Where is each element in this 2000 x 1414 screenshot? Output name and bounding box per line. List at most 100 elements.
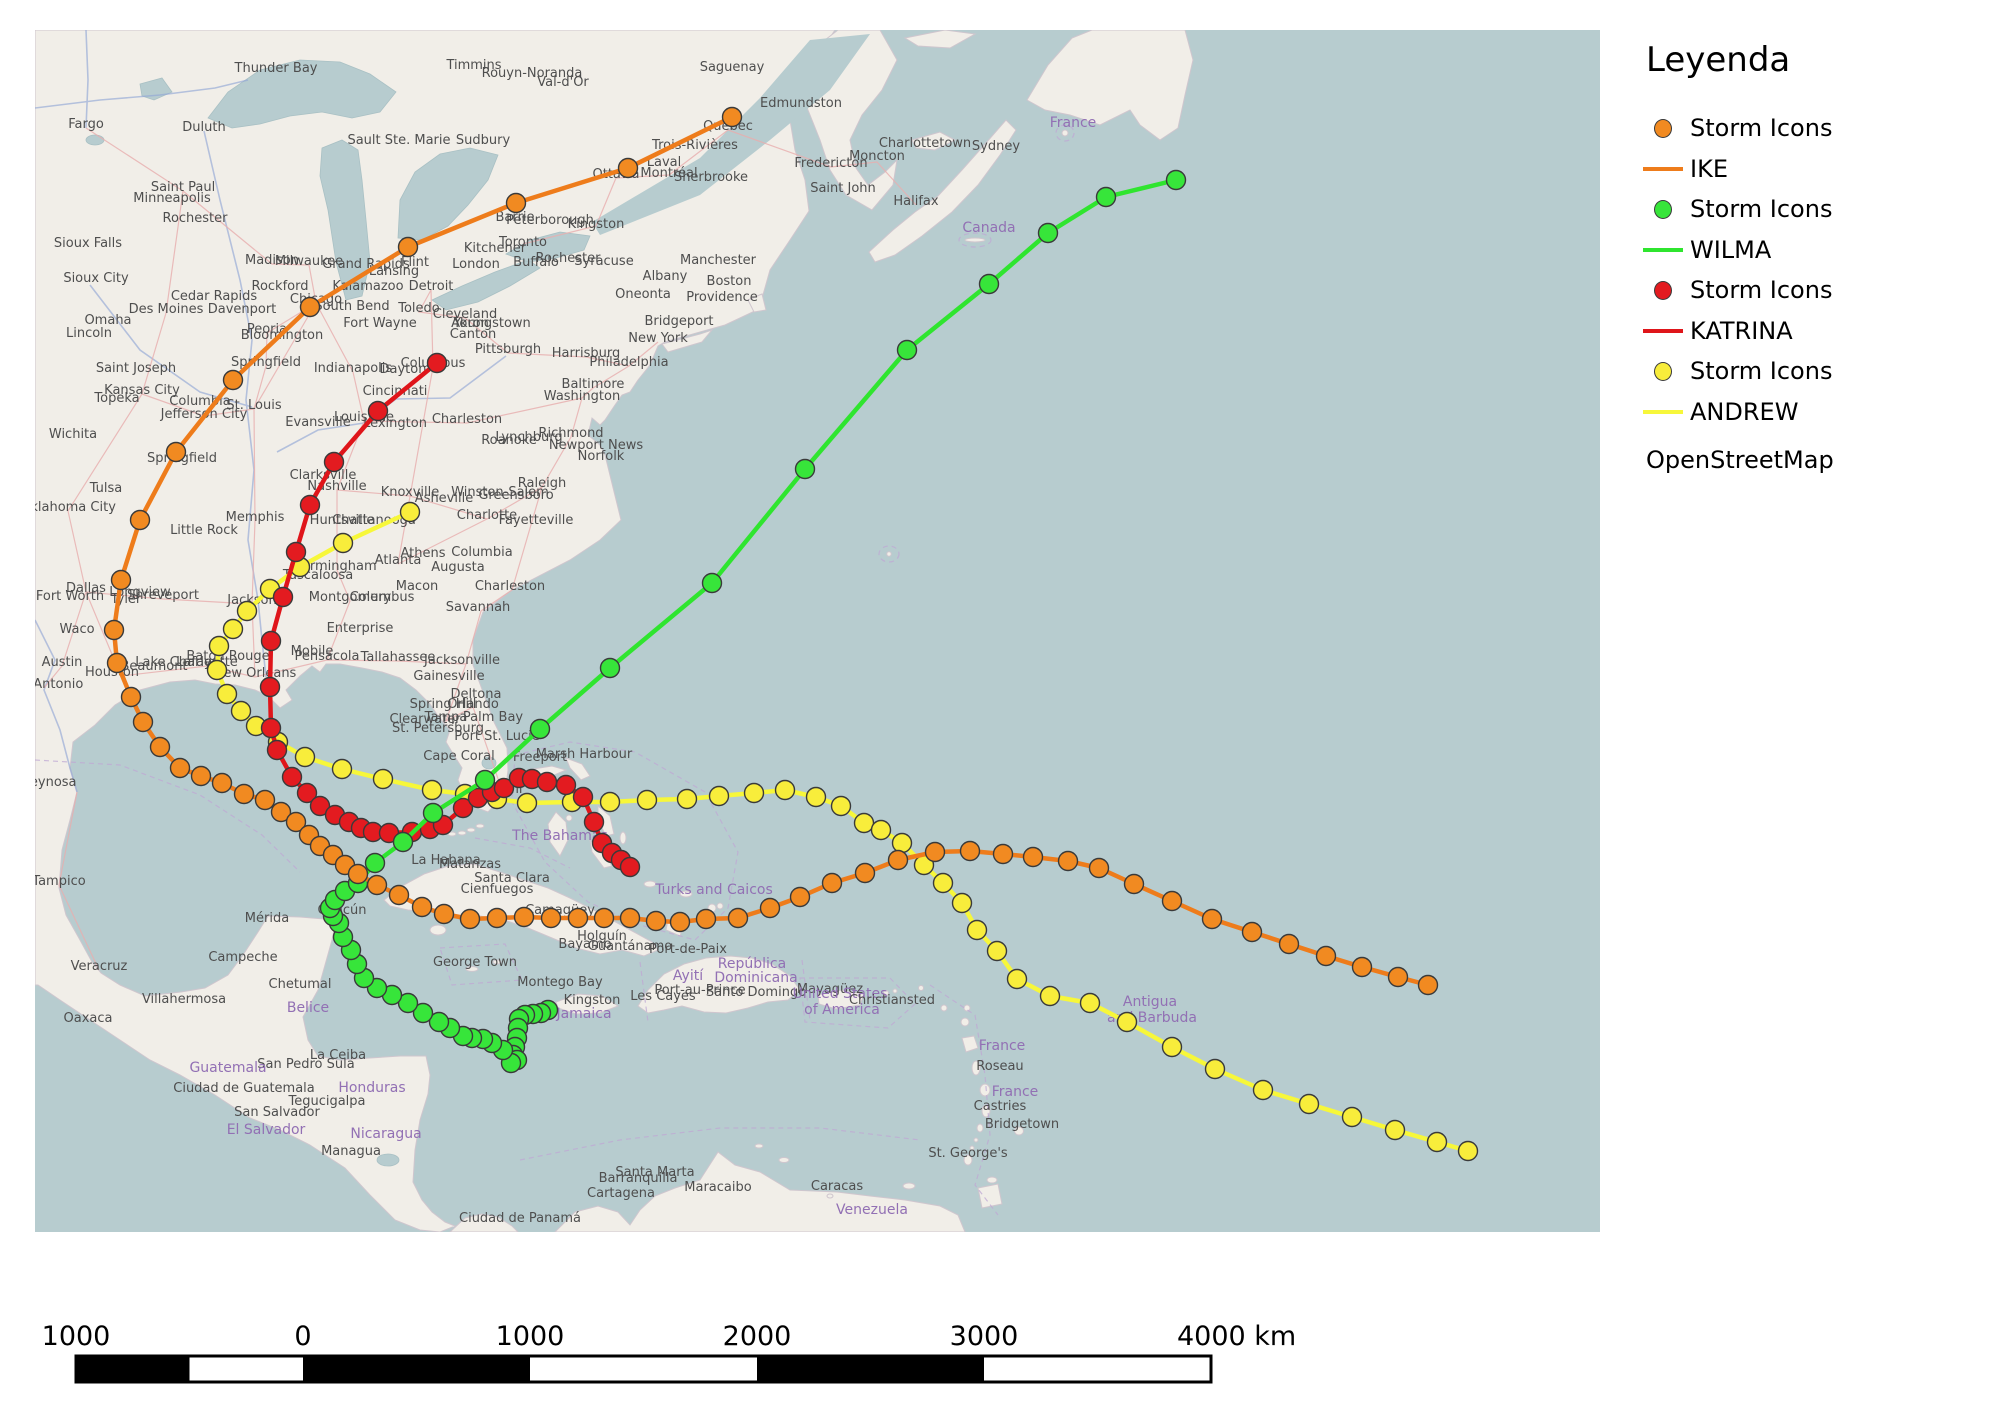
city-label: Saguenay xyxy=(700,60,765,75)
city-label: Madison xyxy=(245,253,299,268)
city-label: Lake Charles xyxy=(135,655,219,670)
country-label: Honduras xyxy=(338,1080,405,1096)
storm-point-andrew xyxy=(1204,1058,1226,1080)
legend-item-label: Storm Icons xyxy=(1690,276,1833,305)
city-label: Cincinnati xyxy=(363,384,428,399)
storm-point-ike xyxy=(366,874,388,896)
city-label: Charleston xyxy=(475,579,545,594)
city-label: Flint xyxy=(401,255,429,270)
city-label: Clearwater xyxy=(389,712,461,727)
city-label: Omaha xyxy=(84,313,131,328)
city-label: Cienfuegos xyxy=(461,882,534,897)
landmass-south-america-2 xyxy=(554,1151,966,1232)
storm-point-ike xyxy=(120,686,142,708)
country-label: Nicaragua xyxy=(350,1126,421,1142)
city-label: St. Petersburg xyxy=(392,721,484,736)
city-label: Des Moines xyxy=(129,302,204,317)
storm-point-ike xyxy=(103,619,125,641)
storm-point-ike xyxy=(854,862,876,884)
scale-bar-tick-label: 2000 xyxy=(723,1321,792,1352)
storm-point-ike xyxy=(727,907,749,929)
storm-point-katrina xyxy=(367,400,389,422)
city-label: Beaumont xyxy=(120,659,187,674)
city-label: Mobile xyxy=(291,644,334,659)
city-label: San Antonio xyxy=(5,677,84,692)
storm-point-ike xyxy=(1123,873,1145,895)
storm-point-andrew xyxy=(216,683,238,705)
city-label: Reynosa xyxy=(21,775,76,790)
storm-point-andrew xyxy=(986,940,1008,962)
city-label: Bridgeport xyxy=(644,314,713,329)
storm-marker-swatch xyxy=(1654,118,1672,138)
storm-point-katrina xyxy=(323,451,345,473)
legend-item-label: WILMA xyxy=(1690,235,1772,264)
storm-point-ike xyxy=(669,911,691,933)
storm-point-wilma xyxy=(364,852,386,874)
storm-point-ike xyxy=(789,886,811,908)
storm-point-andrew xyxy=(1116,1011,1138,1033)
landmass-newfoundland xyxy=(1026,30,1194,141)
city-label: Baltimore xyxy=(562,377,625,392)
city-label: Tallahassee xyxy=(360,650,436,665)
city-label: Houston xyxy=(85,665,139,680)
storm-point-ike xyxy=(347,863,369,885)
city-label: Bridgetown xyxy=(985,1117,1059,1132)
storm-point-wilma xyxy=(599,657,621,679)
storm-point-andrew xyxy=(332,532,354,554)
city-label: Tampa xyxy=(424,710,468,725)
city-label: Marsh Harbour xyxy=(536,747,633,762)
storm-point-ike xyxy=(411,896,433,918)
legend-row-katrina: KATRINA xyxy=(1640,311,1970,352)
city-label: Gainesville xyxy=(413,669,484,684)
storm-point-ike xyxy=(1351,956,1373,978)
storm-point-andrew xyxy=(951,892,973,914)
storm-marker-swatch xyxy=(1654,199,1672,219)
city-label: Montréal xyxy=(640,166,697,181)
storm-point-andrew xyxy=(294,746,316,768)
city-label: Moncton xyxy=(849,149,905,164)
storm-point-ike xyxy=(1022,846,1044,868)
storm-point-katrina xyxy=(536,771,558,793)
country-label: Venezuela xyxy=(836,1202,908,1218)
storm-point-katrina xyxy=(296,782,318,804)
storm-point-katrina xyxy=(426,352,448,374)
city-label: Lincoln xyxy=(66,326,112,341)
city-label: Richmond xyxy=(538,426,603,441)
storm-point-andrew xyxy=(516,792,538,814)
city-label: Sudbury xyxy=(456,133,511,148)
city-label: New York xyxy=(628,331,688,346)
storm-point-andrew xyxy=(599,791,621,813)
city-label: Knoxville xyxy=(381,485,440,500)
city-label: Peoria xyxy=(247,322,287,337)
storm-point-andrew xyxy=(399,501,421,523)
city-label: Davenport xyxy=(208,302,277,317)
city-label: Toledo xyxy=(397,301,440,316)
storm-point-wilma xyxy=(978,273,1000,295)
storm-point-ike xyxy=(1161,890,1183,912)
legend-attribution: OpenStreetMap xyxy=(1646,446,1834,474)
city-label: Palm Bay xyxy=(463,710,524,725)
storm-point-katrina xyxy=(555,774,577,796)
legend-item-label: IKE xyxy=(1690,154,1728,183)
storm-point-ike xyxy=(1088,857,1110,879)
storm-point-katrina xyxy=(272,586,294,608)
city-label: London xyxy=(452,257,500,272)
city-label: Athens xyxy=(400,546,445,561)
storm-point-andrew xyxy=(331,758,353,780)
city-label: Cape Coral xyxy=(423,749,494,764)
legend-item-label: ANDREW xyxy=(1690,397,1799,426)
city-label: Harrisburg xyxy=(552,346,620,361)
legend-row-storm-icons: Storm Icons xyxy=(1640,189,1970,230)
storm-point-andrew xyxy=(1384,1119,1406,1141)
scale-bar-segment xyxy=(76,1356,190,1382)
storm-point-ike xyxy=(299,296,321,318)
city-label: Saint John xyxy=(810,181,876,196)
storm-point-ike xyxy=(695,908,717,930)
city-label: Caracas xyxy=(811,1179,863,1194)
legend-item-label: KATRINA xyxy=(1690,316,1793,345)
storm-point-katrina xyxy=(259,676,281,698)
city-label: Charleston xyxy=(432,412,502,427)
city-label: Dallas xyxy=(66,581,106,596)
city-label: Birmingham xyxy=(297,559,376,574)
